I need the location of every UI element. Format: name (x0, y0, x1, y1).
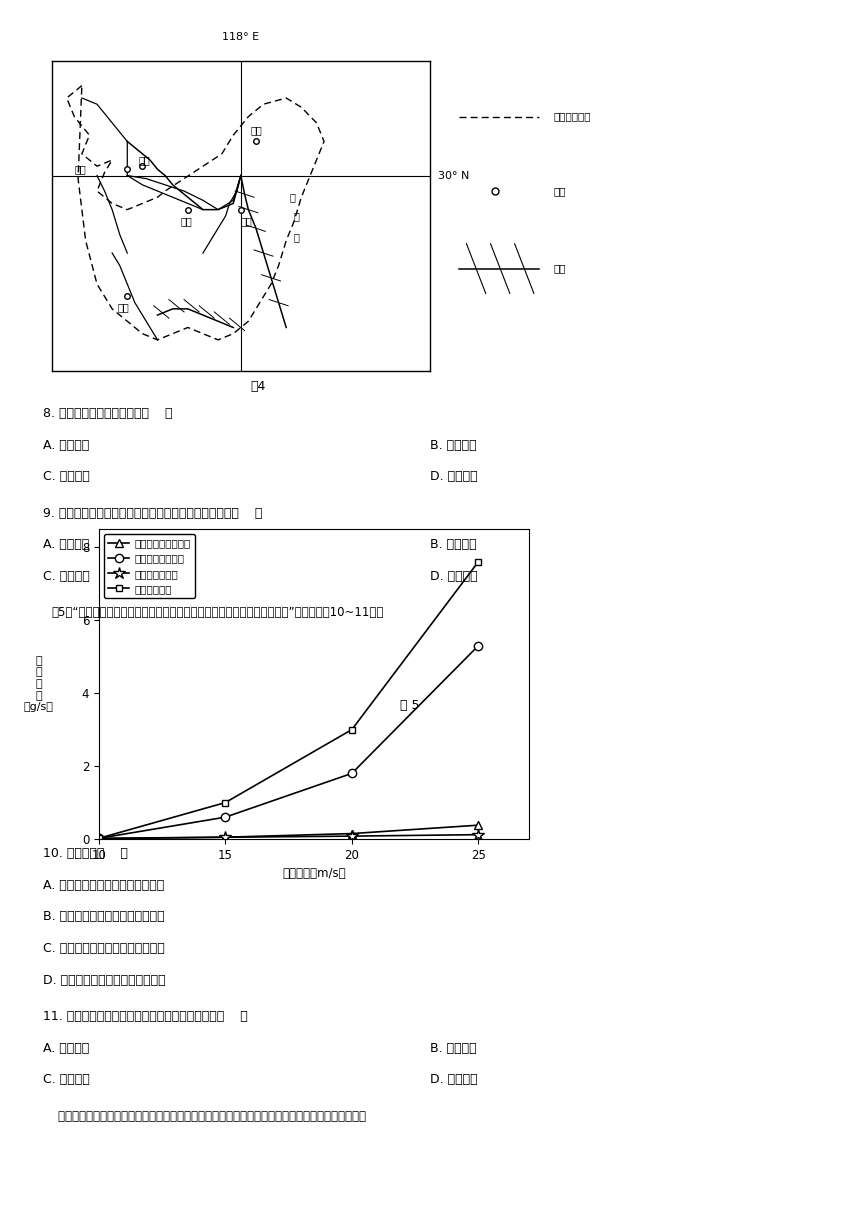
Text: 城市: 城市 (553, 186, 566, 196)
Text: 黟县: 黟县 (138, 154, 150, 165)
Text: 休宁: 休宁 (181, 216, 192, 226)
Text: B. 气候湿热: B. 气候湿热 (430, 539, 476, 551)
Text: 安: 安 (294, 210, 299, 221)
Text: 11. 最适合该风蚀沙化区使用的保护性耕作方式为（    ）: 11. 最适合该风蚀沙化区使用的保护性耕作方式为（ ） (43, 1010, 248, 1023)
Text: D. 深翻改土: D. 深翻改土 (430, 1074, 477, 1086)
Text: 图5为“我国农牧交错带内某典型风蚀沙化区的不同土地利用类型风蚀速率图”。读图回答10~11题。: 图5为“我国农牧交错带内某典型风蚀沙化区的不同土地利用类型风蚀速率图”。读图回答… (52, 607, 384, 619)
Text: 9. 促使古徽州地区农民从事商业活动的主要自然原因是（    ）: 9. 促使古徽州地区农民从事商业活动的主要自然原因是（ ） (43, 507, 262, 519)
X-axis label: 风力等级（m/s）: 风力等级（m/s） (282, 867, 346, 880)
Text: C. 地形单元: C. 地形单元 (43, 471, 89, 483)
Text: D. 马铃薯（土豆）地风蚀情况较重: D. 马铃薯（土豆）地风蚀情况较重 (43, 974, 166, 986)
Text: 河流: 河流 (553, 264, 566, 274)
Text: 图4: 图4 (250, 381, 266, 393)
Text: D. 河网密布: D. 河网密布 (430, 570, 477, 582)
Legend: 保护性耕作的燕麦地, 马铃薯（土豆）地, 天然退化的草场, 被开垦的草场: 保护性耕作的燕麦地, 马铃薯（土豆）地, 天然退化的草场, 被开垦的草场 (104, 534, 194, 598)
Text: D. 行政区划: D. 行政区划 (430, 471, 477, 483)
Text: 118° E: 118° E (222, 32, 260, 43)
Text: 古徽州边界线: 古徽州边界线 (553, 112, 591, 122)
Text: A. 地域文化: A. 地域文化 (43, 439, 89, 451)
Text: 风
蚀
速
率
（g/s）: 风 蚀 速 率 （g/s） (24, 655, 53, 713)
Text: 婺源: 婺源 (118, 303, 129, 313)
Text: A. 地形起伏: A. 地形起伏 (43, 539, 89, 551)
Text: A. 风力增大土壤风蚀速率增长趋同: A. 风力增大土壤风蚀速率增长趋同 (43, 879, 164, 891)
Text: B. 灌水泡田: B. 灌水泡田 (430, 1042, 476, 1054)
Text: 8. 古徽州边界的划分依据是（    ）: 8. 古徽州边界的划分依据是（ ） (43, 407, 173, 420)
Text: 图 5: 图 5 (400, 699, 420, 711)
Text: B. 河流流域: B. 河流流域 (430, 439, 476, 451)
Text: C. 天然退化的草场抗风蚀能力较差: C. 天然退化的草场抗风蚀能力较差 (43, 942, 165, 955)
Text: 本世纪初，首钢由北京城区搬迁到河北曹妃甸，原厂区建成首钢工业园，成为全国工业旅游示范点，: 本世纪初，首钢由北京城区搬迁到河北曹妃甸，原厂区建成首钢工业园，成为全国工业旅游… (43, 1110, 366, 1122)
Text: C. 留茬少耕: C. 留茬少耕 (43, 1074, 89, 1086)
Text: B. 退耕还草会加重土壤风蚀的程度: B. 退耕还草会加重土壤风蚀的程度 (43, 911, 164, 923)
Text: A. 等高种植: A. 等高种植 (43, 1042, 89, 1054)
Text: 10. 据图可知（    ）: 10. 据图可知（ ） (43, 848, 128, 860)
Text: 祁门: 祁门 (74, 164, 86, 174)
Text: C. 土壤贫瘠: C. 土壤贫瘠 (43, 570, 89, 582)
Text: 新: 新 (290, 192, 296, 202)
Text: 绩溪: 绩溪 (250, 125, 261, 135)
Text: 30° N: 30° N (438, 170, 469, 180)
Text: 歙县: 歙县 (241, 216, 253, 226)
Text: 江: 江 (294, 232, 299, 242)
